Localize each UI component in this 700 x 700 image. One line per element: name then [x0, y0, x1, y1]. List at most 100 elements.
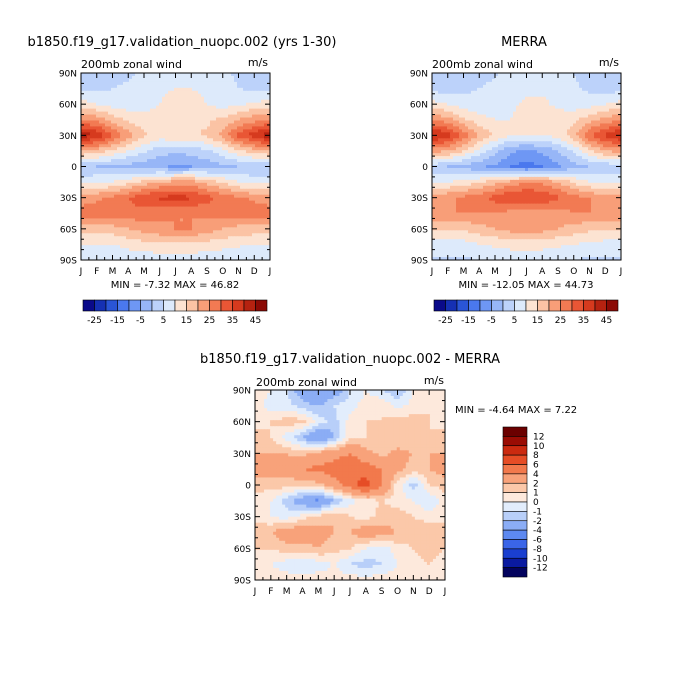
- model-field-cell: [219, 239, 223, 243]
- model-field-cell: [183, 114, 187, 118]
- model-field-cell: [210, 78, 214, 83]
- merra-field-cell: [450, 99, 454, 104]
- merra-field-cell: [516, 87, 520, 92]
- model-field-cell: [189, 203, 193, 207]
- merra-field-cell: [606, 96, 610, 101]
- model-field-cell: [150, 173, 154, 178]
- merra-field-cell: [465, 108, 469, 112]
- model-field-cell: [204, 162, 208, 166]
- merra-field-cell: [468, 73, 472, 77]
- model-field-cell: [198, 227, 202, 231]
- model-field-cell: [138, 114, 142, 118]
- model-field-cell: [210, 203, 214, 207]
- model-field-cell: [219, 230, 223, 234]
- model-field-cell: [111, 209, 115, 213]
- model-field-cell: [150, 239, 154, 243]
- model-field-cell: [180, 73, 184, 77]
- model-field-cell: [168, 176, 172, 181]
- model-field-cell: [114, 224, 118, 228]
- model-field-cell: [132, 129, 136, 133]
- merra-field-cell: [534, 99, 538, 104]
- model-field-cell: [135, 87, 139, 92]
- merra-field-cell: [591, 111, 595, 115]
- model-field-cell: [165, 90, 169, 95]
- model-field-cell: [177, 179, 181, 184]
- model-field-cell: [234, 227, 238, 231]
- model-field-cell: [90, 170, 94, 175]
- model-field-cell: [183, 105, 187, 110]
- model-field-cell: [255, 156, 259, 160]
- model-field-cell: [201, 206, 205, 210]
- merra-field-cell: [597, 81, 601, 86]
- merra-field-cell: [594, 111, 598, 115]
- model-field-cell: [108, 197, 112, 202]
- merra-field-cell: [609, 84, 613, 89]
- model-field-cell: [84, 84, 88, 89]
- merra-field-cell: [444, 81, 448, 86]
- model-field-cell: [204, 203, 208, 207]
- model-field-cell: [153, 153, 157, 157]
- model-field-cell: [138, 73, 142, 77]
- model-field-cell: [102, 162, 106, 166]
- model-field-cell: [150, 75, 154, 80]
- model-field-cell: [96, 239, 100, 243]
- merra-field-cell: [528, 87, 532, 92]
- model-field-cell: [249, 245, 253, 249]
- model-field-cell: [105, 233, 109, 237]
- model-field-cell: [120, 215, 124, 219]
- merra-field-cell: [441, 90, 445, 95]
- model-field-cell: [213, 87, 217, 92]
- model-field-cell: [240, 102, 244, 107]
- model-field-cell: [267, 194, 271, 199]
- model-field-cell: [258, 73, 262, 77]
- merra-field-cell: [576, 73, 580, 77]
- model-field-cell: [186, 227, 190, 231]
- model-field-cell: [192, 257, 196, 261]
- model-field-cell: [228, 209, 232, 213]
- model-field-cell: [195, 147, 199, 151]
- model-field-cell: [84, 242, 88, 246]
- model-field-cell: [207, 182, 211, 187]
- merra-field-cell: [432, 99, 436, 104]
- model-field-cell: [216, 182, 220, 187]
- model-x-tick-label: A: [188, 267, 195, 277]
- model-field-cell: [219, 87, 223, 92]
- model-field-cell: [213, 167, 217, 172]
- model-field-cell: [156, 242, 160, 246]
- model-field-cell: [195, 227, 199, 231]
- model-field-cell: [258, 227, 262, 231]
- model-field-cell: [99, 182, 103, 187]
- model-field-cell: [183, 167, 187, 172]
- model-field-cell: [84, 99, 88, 104]
- merra-field-cell: [567, 108, 571, 112]
- model-field-cell: [252, 90, 256, 95]
- model-field-cell: [246, 227, 250, 231]
- model-field-cell: [90, 129, 94, 133]
- model-field-cell: [255, 147, 259, 151]
- model-field-cell: [141, 150, 145, 154]
- merra-field-cell: [507, 78, 511, 83]
- model-field-cell: [99, 111, 103, 115]
- model-field-cell: [138, 188, 142, 193]
- model-field-cell: [213, 209, 217, 213]
- model-field-cell: [159, 126, 163, 130]
- model-field-cell: [141, 227, 145, 231]
- model-field-cell: [117, 233, 121, 237]
- model-field-cell: [147, 135, 151, 139]
- merra-field-cell: [441, 81, 445, 86]
- model-field-cell: [147, 117, 151, 121]
- model-field-cell: [162, 248, 166, 252]
- model-field-cell: [183, 135, 187, 139]
- merra-field-cell: [543, 111, 547, 115]
- model-field-cell: [189, 90, 193, 95]
- model-field-cell: [207, 144, 211, 148]
- model-field-cell: [261, 233, 265, 237]
- model-field-cell: [255, 87, 259, 92]
- merra-field-cell: [546, 78, 550, 83]
- model-field-cell: [195, 105, 199, 110]
- model-field-cell: [123, 176, 127, 181]
- model-field-cell: [183, 96, 187, 101]
- model-field-cell: [216, 218, 220, 222]
- model-field-cell: [186, 179, 190, 184]
- model-field-cell: [132, 111, 136, 115]
